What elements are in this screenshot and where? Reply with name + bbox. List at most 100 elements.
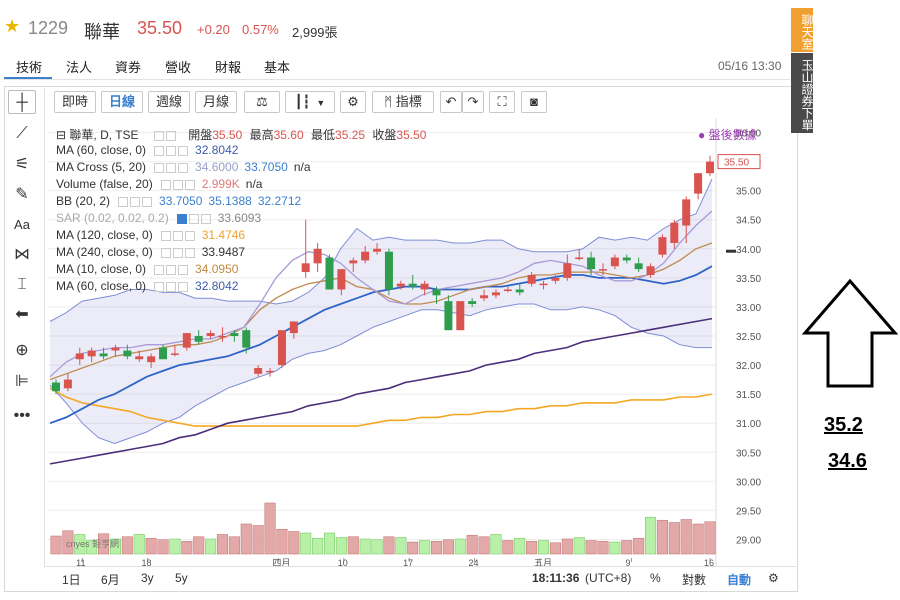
candle-body — [242, 330, 251, 348]
settings-button[interactable]: ⚙ — [340, 91, 366, 113]
line-icon: ⟋ — [16, 125, 28, 142]
range-6m[interactable]: 6月 — [101, 573, 120, 587]
legend-settings-icon[interactable] — [153, 130, 164, 141]
indicator-icon: ᛗ — [384, 94, 396, 109]
order-tab[interactable]: 玉山證券下單 — [791, 53, 814, 133]
stock-volume: 2,999張 — [292, 25, 338, 40]
zoom-icon: ⊕ — [15, 342, 29, 359]
snapshot-button[interactable]: ◙ — [521, 91, 547, 113]
candle-body — [539, 283, 548, 286]
volume-bar — [300, 532, 312, 555]
y-tick-label: 31.50 — [736, 390, 761, 401]
measure-tool[interactable]: ⌶ — [8, 273, 36, 297]
volume-bar — [526, 540, 538, 555]
volume-bar — [109, 538, 122, 555]
text-tool[interactable]: Aa — [8, 213, 36, 237]
tab-financials[interactable]: 財報 — [215, 60, 242, 75]
volume-bar — [680, 519, 692, 555]
candle-body — [111, 347, 120, 351]
log-toggle[interactable]: 對數 — [682, 573, 707, 587]
chart-type-button[interactable]: ┃┇ ▼ — [285, 91, 335, 113]
trendline-tool[interactable]: ⟋ — [8, 122, 36, 146]
candle-body — [75, 353, 84, 360]
intraday-button[interactable]: 即時 — [54, 91, 96, 113]
stock-chart[interactable]: 36.00 35.50 35.00 34.50 34.00 33.50 33.00 32.50… — [46, 118, 796, 588]
range-1d[interactable]: 1日 — [62, 573, 81, 587]
tab-basic[interactable]: 基本 — [264, 60, 291, 75]
tab-margin[interactable]: 資券 — [115, 60, 142, 75]
volume-bar — [359, 538, 371, 555]
candle-body — [301, 263, 310, 273]
fib-tool[interactable]: ⚟ — [8, 153, 36, 177]
candle-body — [646, 266, 655, 275]
candle-body — [218, 336, 227, 338]
volume-bar — [668, 522, 680, 555]
daily-button[interactable]: 日線 — [101, 91, 143, 113]
x-tick-label: 10 — [338, 558, 348, 568]
y-tick-label: 33.00 — [736, 303, 761, 314]
fullscreen-button[interactable]: ⛶ — [489, 91, 515, 113]
undo-button[interactable]: ↶ — [440, 91, 462, 113]
collapse-icon[interactable]: ⊟ — [56, 128, 67, 142]
candle-body — [682, 199, 691, 226]
volume-bar — [276, 528, 288, 555]
volume-bar — [169, 538, 181, 555]
ruler-icon: ⊫ — [15, 373, 29, 390]
candle-body — [170, 353, 179, 355]
monthly-button[interactable]: 月線 — [195, 91, 237, 113]
legend-row: MA (60, close, 0) 32.8042 — [56, 143, 239, 157]
candle-body — [87, 350, 96, 357]
x-tick-label: 18 — [142, 558, 152, 568]
percent-toggle[interactable]: % — [650, 571, 661, 585]
crosshair-tool[interactable]: ┼ — [8, 90, 36, 114]
candle-body — [480, 295, 489, 299]
chat-room-tab[interactable]: 聊天室 — [791, 8, 814, 52]
last-marker — [726, 249, 736, 253]
more-icon: ••• — [13, 407, 31, 424]
remove-tool[interactable]: ⬅ — [8, 303, 36, 327]
up-arrow-icon — [802, 278, 898, 388]
pattern-tool[interactable]: ⋈ — [8, 243, 36, 267]
legend-hide-icon[interactable] — [165, 130, 176, 141]
annotation-value-1: 35.2 — [824, 414, 863, 436]
candle-body — [99, 353, 108, 357]
volume-bar — [371, 539, 383, 555]
candle-body — [325, 257, 334, 290]
cnyes-logo: cnyes 鉅亨網 — [66, 539, 120, 549]
candle-body — [384, 251, 393, 290]
volume-bar — [656, 519, 668, 555]
legend-row: BB (20, 2) 33.7050 35.1388 32.2712 — [56, 194, 302, 208]
ruler-tool[interactable]: ⊫ — [8, 370, 36, 394]
volume-bar — [205, 538, 217, 555]
star-icon[interactable]: ★ — [4, 16, 21, 36]
volume-bar — [549, 542, 561, 555]
candle-body — [432, 289, 441, 296]
weekly-button[interactable]: 週線 — [148, 91, 190, 113]
volume-bar — [264, 502, 276, 555]
tab-technical[interactable]: 技術 — [16, 60, 43, 75]
zoom-tool[interactable]: ⊕ — [8, 339, 36, 363]
candle-body — [194, 336, 203, 342]
fib-icon: ⚟ — [14, 156, 30, 173]
legend-symbol-row: ⊟ 聯華, D, TSE 開盤35.50 最高35.60 最低35.25 收盤3… — [56, 128, 427, 142]
range-5y[interactable]: 5y — [175, 571, 188, 585]
timezone[interactable]: (UTC+8) — [585, 571, 632, 585]
y-tick-label: 33.50 — [736, 274, 761, 285]
redo-button[interactable]: ↷ — [462, 91, 484, 113]
ma-orange-line — [49, 387, 713, 427]
candle-body — [527, 274, 536, 284]
candle-body — [658, 237, 667, 255]
legend-row: MA (240, close, 0) 33.9487 — [56, 245, 246, 259]
volume-bar — [644, 516, 657, 555]
indicators-button[interactable]: ᛗ 指標 — [372, 91, 434, 113]
more-tool[interactable]: ••• — [8, 404, 36, 428]
range-3y[interactable]: 3y — [141, 571, 154, 585]
stock-change: +0.20 — [197, 22, 230, 37]
auto-toggle[interactable]: 自動 — [727, 573, 752, 587]
brush-tool[interactable]: ✎ — [8, 183, 36, 207]
tab-revenue[interactable]: 營收 — [165, 60, 192, 75]
compare-button[interactable]: ⚖ — [244, 91, 280, 113]
tab-institutional[interactable]: 法人 — [66, 60, 93, 75]
after-hours-link[interactable]: ● 盤後數據 — [698, 128, 757, 142]
settings-icon[interactable]: ⚙ — [768, 571, 779, 585]
